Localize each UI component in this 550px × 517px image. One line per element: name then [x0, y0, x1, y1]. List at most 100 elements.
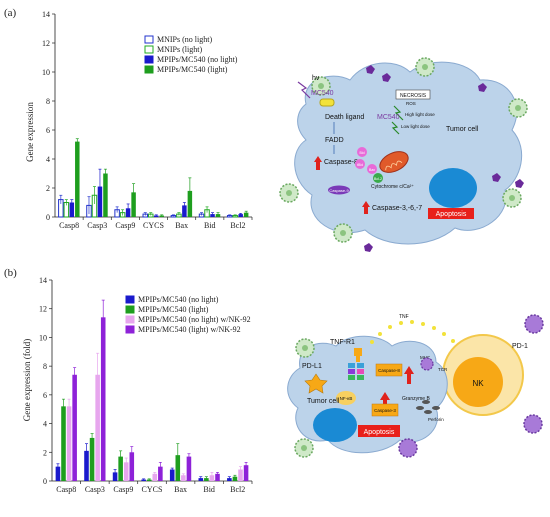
- panel-a-legend: MNIPs (no light)MNIPs (light) MPIPs/MC540…: [144, 35, 238, 74]
- bcl2-label: Bcl-2: [374, 177, 382, 181]
- y-tick-label: 8: [43, 362, 47, 371]
- nanoparticle-icon: [415, 57, 435, 77]
- nanoparticle-icon: [295, 338, 315, 358]
- nk-cell-nucleus: [453, 357, 503, 407]
- y-tick-label: 10: [42, 68, 50, 77]
- y-tick-label: 4: [46, 155, 50, 164]
- legend-swatch: [125, 325, 135, 334]
- nk92-particle-icon: [524, 314, 544, 334]
- tbid-label: tBid: [357, 163, 363, 167]
- x-tick-label: Bid: [203, 485, 215, 494]
- mc540-molecule-icons: [364, 65, 524, 252]
- apoptosis-box-a: [428, 208, 474, 219]
- nanoparticle-icon: [508, 98, 528, 118]
- panel-a-ylabel: Gene expression: [25, 102, 35, 162]
- apoptosis-label-a: Apoptosis: [436, 211, 467, 218]
- death-ligand-label: Death ligand: [325, 114, 364, 121]
- nucleus-icon-b: [313, 408, 357, 442]
- panel-b-chart: (b) Gene expression (fold) 0 2 4 6 8 10 12 14 Ca…: [4, 267, 253, 494]
- nanoparticle-icon: [311, 76, 331, 96]
- tnfr1-label: TNF-R1: [330, 339, 355, 346]
- x-tick-label: CYCS: [143, 221, 164, 230]
- bar: [129, 452, 135, 481]
- y-tick-label: 2: [46, 184, 50, 193]
- bar: [175, 455, 181, 481]
- bid-label: Bid: [359, 151, 364, 155]
- caspase367-label: Caspase-3,-6,-7: [372, 205, 422, 212]
- mc540-label-1: MC540: [311, 90, 334, 97]
- bar: [186, 456, 192, 481]
- panel-b-bars: [55, 299, 249, 481]
- fadd-label: FADD: [325, 137, 344, 144]
- bar: [232, 476, 238, 481]
- low-dose-label: Low light dose: [401, 124, 430, 129]
- x-tick-label: Casp3: [85, 485, 105, 494]
- legend-swatch: [125, 295, 135, 304]
- legend-swatch: [144, 45, 154, 54]
- panel-b-ylabel: Gene expression (fold): [22, 339, 32, 421]
- bolt-icon: [393, 105, 404, 121]
- bar: [55, 466, 61, 481]
- bar: [181, 475, 186, 481]
- x-tick-label: Bcl2: [230, 221, 245, 230]
- caspase9-bubble: [328, 185, 350, 195]
- bar: [72, 374, 77, 481]
- diagram-a: hν MC540 NECROSIS ROS High light dose MC…: [279, 57, 528, 252]
- nfkb-bubble: [336, 391, 356, 405]
- granzyme-label: Granzyme B: [402, 396, 430, 402]
- panel-a-label: (a): [4, 7, 17, 19]
- legend-label: MPIPs/MC540 (light): [157, 65, 228, 74]
- bar: [118, 456, 123, 481]
- nk-label: NK: [472, 379, 484, 388]
- nanoparticle-icon: [294, 438, 314, 458]
- x-tick-label: Casp9: [115, 221, 135, 230]
- bar: [69, 202, 75, 217]
- x-tick-label: Casp9: [113, 485, 133, 494]
- mitochondrion-icon: [379, 151, 409, 173]
- bar: [141, 479, 146, 481]
- apoptosis-label-b: Apoptosis: [364, 429, 395, 436]
- bar: [75, 141, 80, 217]
- caspase8-box-b: [375, 363, 403, 377]
- nanoparticle-icon: [279, 183, 299, 203]
- legend-label: MNIPs (no light): [157, 35, 212, 44]
- bar: [100, 317, 106, 481]
- x-tick-label: Casp8: [59, 221, 79, 230]
- x-tick-label: CYCS: [142, 485, 163, 494]
- legend-label: MNIPs (light): [157, 45, 202, 54]
- star-icon: [304, 373, 328, 394]
- bar: [158, 466, 163, 481]
- nfkb-label: NF-κB: [340, 396, 353, 401]
- bar: [95, 374, 100, 481]
- bar: [182, 205, 187, 217]
- bar: [123, 462, 129, 481]
- caspase8-label-a: Caspase-8: [324, 159, 358, 166]
- legend-swatch: [144, 65, 154, 74]
- y-tick-label: 10: [39, 333, 47, 342]
- mc540-label-2: MC540: [377, 114, 400, 121]
- bar: [103, 173, 108, 217]
- tbid-bubble: [355, 159, 365, 169]
- bax-label: Bax: [369, 168, 375, 172]
- pd1-label: PD-1: [512, 343, 528, 350]
- legend-swatch: [125, 315, 135, 324]
- tumor-cell-label-a: Tumor cell: [446, 126, 479, 133]
- cytc-label: Cytochrome c/Ca²⁺: [371, 184, 414, 190]
- legend-label: MPIPs/MC540 (no light): [138, 295, 219, 304]
- y-tick-label: 2: [43, 448, 47, 457]
- nanoparticle-icon: [502, 188, 522, 208]
- mhc-label: MHC: [420, 355, 431, 360]
- y-tick-label: 12: [39, 305, 47, 314]
- perforin-icons: [416, 400, 440, 414]
- nk92-particle-icon: [420, 357, 434, 371]
- up-arrow-icon: [404, 366, 414, 384]
- light-icon: [297, 81, 311, 99]
- y-tick-label: 14: [42, 10, 50, 19]
- legend-swatch: [144, 35, 154, 44]
- tnfr1-receptor-icon: [348, 348, 364, 380]
- legend-label: MPIPs/MC540 (light): [138, 305, 209, 314]
- caspase3-box-b: [371, 403, 399, 417]
- ros-label: ROS: [406, 101, 416, 106]
- x-tick-label: Casp8: [56, 485, 76, 494]
- hv-label: hν: [312, 75, 320, 82]
